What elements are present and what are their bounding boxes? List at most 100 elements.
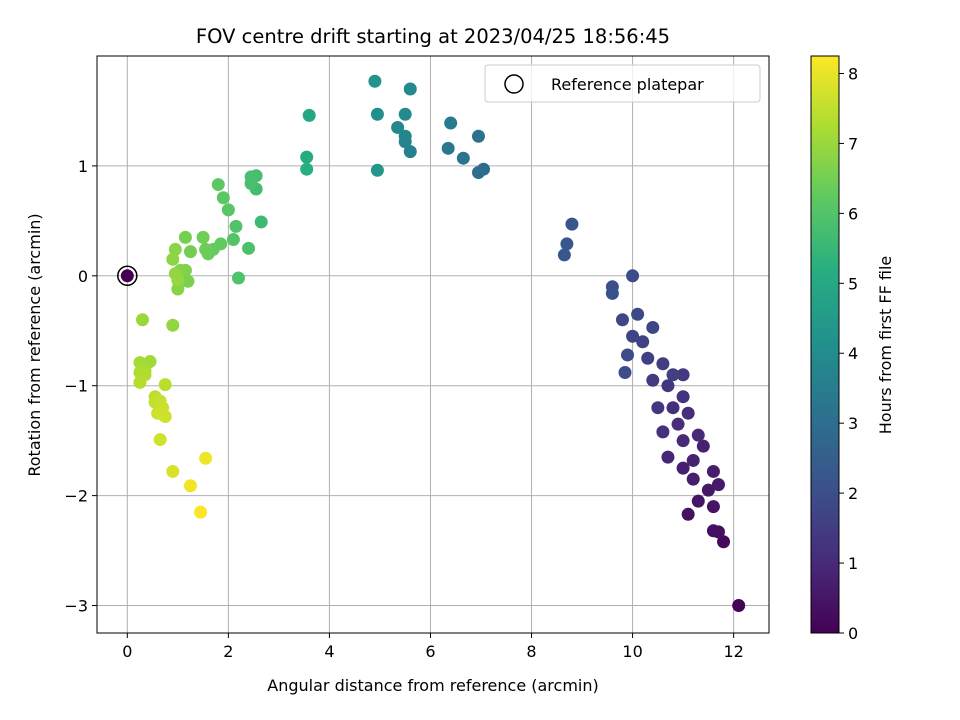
data-point: [300, 150, 314, 164]
data-point: [153, 433, 167, 447]
data-point: [618, 366, 632, 380]
data-point: [171, 273, 185, 287]
data-point: [651, 401, 665, 415]
legend-entry-reference: Reference platepar: [551, 75, 704, 94]
x-axis-label: Angular distance from reference (arcmin): [267, 676, 598, 695]
data-points: [133, 74, 746, 613]
data-point: [691, 428, 705, 442]
reference-marker: [117, 265, 138, 287]
data-point: [135, 313, 149, 327]
data-point: [370, 107, 384, 121]
data-point: [242, 241, 256, 255]
data-point: [300, 162, 314, 176]
data-point: [229, 219, 243, 233]
data-point: [686, 453, 700, 467]
data-point: [441, 141, 455, 155]
y-tick-label: −1: [64, 377, 88, 396]
colorbar-tick-label: 7: [848, 134, 858, 153]
colorbar-tick-label: 4: [848, 344, 858, 363]
data-point: [183, 479, 197, 493]
colorbar-tick-label: 0: [848, 624, 858, 643]
data-point: [696, 439, 710, 453]
data-point: [706, 464, 720, 478]
data-point: [626, 329, 640, 343]
data-point: [636, 335, 650, 349]
data-point: [717, 535, 731, 549]
data-point: [133, 375, 147, 389]
data-point: [368, 74, 382, 88]
y-axis-ticks: −3 −2 −1 0 1: [64, 157, 97, 616]
data-point: [671, 417, 685, 431]
data-point: [666, 368, 680, 382]
data-point: [370, 163, 384, 177]
data-point: [666, 401, 680, 415]
colorbar-tick-label: 3: [848, 414, 858, 433]
data-point: [391, 120, 405, 134]
data-point: [168, 242, 182, 256]
data-point: [403, 145, 417, 159]
data-point: [158, 378, 172, 392]
data-point: [183, 245, 197, 259]
data-point: [557, 248, 571, 262]
data-point: [732, 599, 746, 613]
data-point: [211, 178, 225, 192]
y-tick-label: −3: [64, 597, 88, 616]
legend-box: [484, 64, 761, 103]
data-point: [691, 494, 705, 508]
data-point: [244, 176, 258, 190]
colorbar-ticks: 0 1 2 3 4 5 6 7 8: [839, 64, 858, 643]
data-point: [194, 505, 208, 519]
reference-ring: [117, 265, 138, 287]
data-point: [456, 151, 470, 165]
data-point: [656, 357, 670, 371]
colorbar-tick-label: 6: [848, 204, 858, 223]
x-tick-label: 6: [425, 642, 435, 661]
y-axis-label: Rotation from reference (arcmin): [25, 213, 44, 476]
data-point: [676, 434, 690, 448]
data-point: [178, 230, 192, 244]
data-point: [565, 217, 579, 231]
data-point: [706, 524, 720, 538]
chart-title: FOV centre drift starting at 2023/04/25 …: [196, 25, 670, 48]
data-point: [641, 351, 655, 365]
data-point: [254, 215, 268, 229]
data-point: [560, 237, 574, 251]
data-point: [681, 507, 695, 521]
data-point: [199, 242, 213, 256]
y-tick-label: 0: [78, 267, 88, 286]
data-point: [216, 191, 230, 205]
colorbar: [810, 55, 840, 634]
data-point: [196, 230, 210, 244]
data-point: [706, 500, 720, 514]
data-point: [166, 252, 180, 266]
data-point: [646, 373, 660, 387]
data-point: [302, 108, 316, 122]
colorbar-tick-label: 2: [848, 484, 858, 503]
x-tick-label: 8: [526, 642, 536, 661]
reference-point: [120, 269, 134, 283]
data-point: [661, 450, 675, 464]
data-point: [221, 203, 235, 217]
data-point: [444, 116, 458, 130]
colorbar-tick-label: 8: [848, 64, 858, 83]
data-point: [403, 82, 417, 96]
data-point: [656, 425, 670, 439]
x-axis-ticks: 0 2 4 6 8 10 12: [122, 633, 744, 661]
data-point: [686, 472, 700, 486]
data-point: [711, 478, 725, 492]
x-tick-label: 4: [324, 642, 334, 661]
data-point: [621, 348, 635, 362]
data-point: [631, 307, 645, 321]
data-point: [646, 320, 660, 334]
legend-marker: [504, 74, 524, 94]
data-point: [681, 406, 695, 420]
x-tick-label: 0: [122, 642, 132, 661]
x-tick-label: 12: [723, 642, 743, 661]
y-tick-label: −2: [64, 487, 88, 506]
y-tick-label: 1: [78, 157, 88, 176]
data-point: [676, 461, 690, 475]
data-point: [701, 483, 715, 497]
grid-lines: [97, 56, 769, 633]
